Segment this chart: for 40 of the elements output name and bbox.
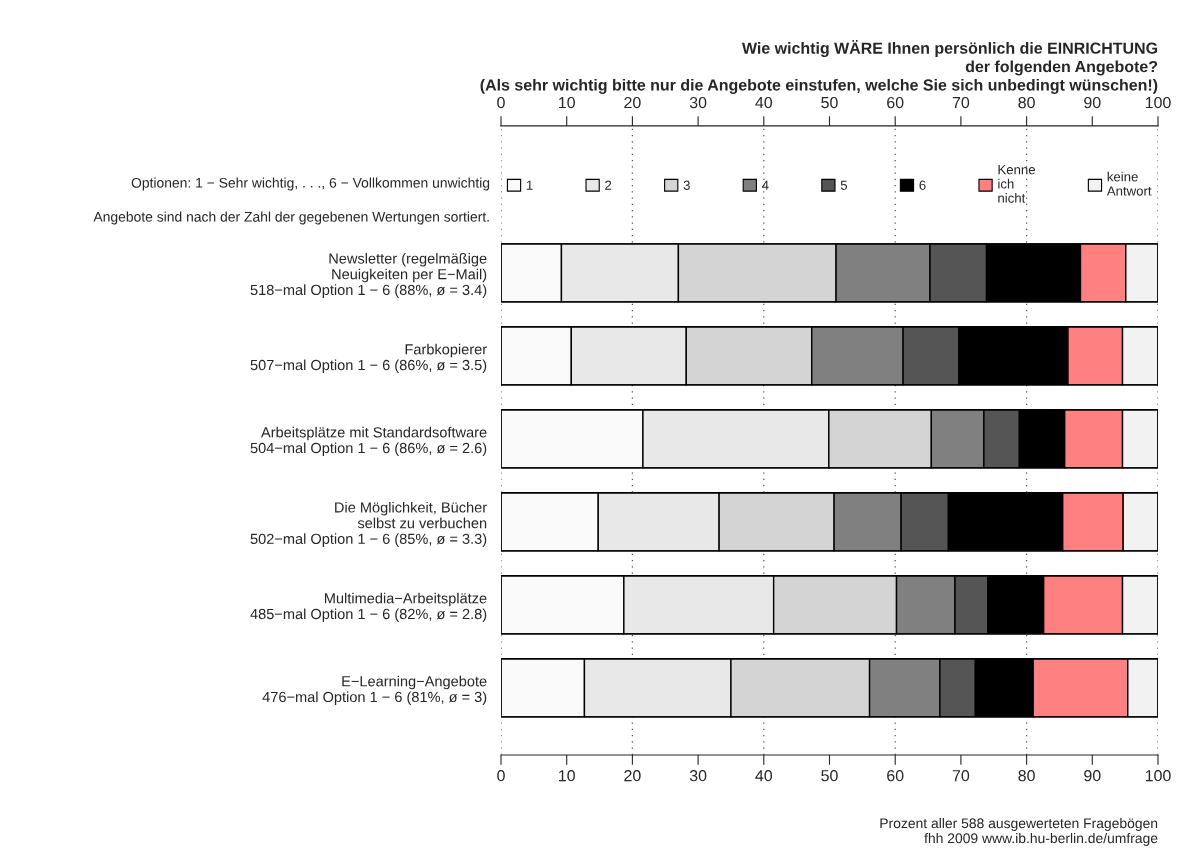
x-tick-label: 90 [1084, 770, 1101, 782]
y-tick-label: Multimedia−Arbeitsplätze 485−mal Option 1 − 6 (82%, ø = 2.8) [250, 592, 487, 623]
x2-tick-label: 0 [497, 96, 505, 109]
x2-tick-label: 80 [1018, 96, 1035, 109]
x-tick-label: 10 [559, 770, 575, 782]
legend-label: 3 [683, 180, 690, 190]
x2-tick-label: 40 [755, 96, 773, 109]
text: Angebote sind nach der Zahl der gegebenen Wertungen sortiert. [93, 211, 489, 225]
x-tick-label: 30 [689, 770, 707, 782]
x2-tick-label: 70 [952, 96, 970, 109]
legend-label: 2 [605, 180, 612, 190]
x-tick-label: 0 [497, 770, 505, 782]
text: Prozent aller 588 ausgewerteten Fragebögen fhh 2009 www.ib.hu-berlin.de/umfrage [880, 818, 1158, 846]
legend-label: Kenne ich nicht [998, 165, 1035, 203]
x-tick-label: 50 [821, 770, 838, 782]
legend-label: 6 [919, 180, 926, 190]
y-tick-label: E−Learning−Angebote 476−mal Option 1 − 6 (81%, ø = 3) [262, 675, 487, 706]
x-tick-label: 70 [952, 770, 970, 782]
legend-label: keine Antwort [1106, 171, 1152, 196]
x2-tick-label: 50 [821, 96, 838, 109]
y-tick-label: Farbkopierer 507−mal Option 1 − 6 (86%, ø = 3.5) [250, 343, 487, 374]
legend-label: 5 [840, 180, 848, 190]
text: Optionen: 1 − Sehr wichtig, . . ., 6 − Vollkommen unwichtig [131, 177, 490, 191]
y-tick-label: Arbeitsplätze mit Standardsoftware 504−mal Option 1 − 6 (86%, ø = 2.6) [250, 426, 487, 457]
y-tick-label: Newsletter (regelmäßige Neuigkeiten per E−Mail) 518−mal Option 1 − 6 (88%, ø = 3.4) [250, 252, 487, 298]
x2-tick-label: 100 [1145, 96, 1171, 109]
y-tick-label: Die Möglichkeit, Bücher selbst zu verbuchen 502−mal Option 1 − 6 (85%, ø = 3.3) [250, 501, 487, 547]
x-tick-label: 80 [1018, 770, 1035, 782]
x2-tick-label: 30 [689, 96, 707, 109]
chart-title: Wie wichtig WÄRE Ihnen persönlich die EINRICHTUNG der folgenden Angebote? (Als sehr wichtig bitte nur die Angebote einstufen, welche Sie sich unbedingt wünschen!) [480, 40, 1158, 94]
x2-tick-label: 10 [559, 96, 575, 109]
x-tick-label: 20 [624, 770, 641, 782]
x-tick-label: 100 [1145, 770, 1171, 782]
x2-tick-label: 90 [1084, 96, 1101, 109]
x2-tick-label: 60 [887, 96, 904, 109]
x2-tick-label: 20 [624, 96, 641, 109]
legend-label: 1 [526, 180, 533, 190]
x-tick-label: 40 [755, 770, 773, 782]
x-tick-label: 60 [887, 770, 904, 782]
legend-label: 4 [761, 180, 769, 190]
